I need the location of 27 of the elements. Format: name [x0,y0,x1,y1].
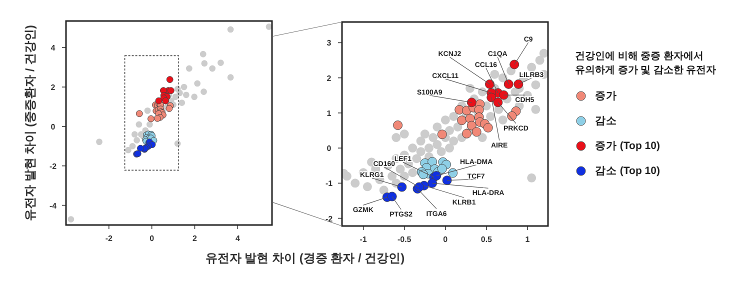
x-axis-title: 유전자 발현 차이 (경증 환자 / 건강인) [205,251,405,265]
legend-label: 감소 (Top 10) [595,164,660,178]
x-tick-label: 1 [525,235,530,244]
x-tick-label: 4 [235,234,240,243]
legend-label: 증가 [595,89,617,103]
y-tick-label: 3 [326,38,332,48]
x-tick-label: 0.5 [480,235,493,244]
x-tick-label: 0 [443,235,448,244]
legend-title: 건강인에 비해 중증 환자에서 유의하게 증가 및 감소한 유전자 [575,50,718,78]
x-tick-label: 0 [150,234,155,243]
y-tick-label: 1 [326,108,332,118]
y-tick-label: -1 [325,179,334,188]
y-tick-label: -2 [325,214,334,224]
y-tick-label: -4 [49,201,58,210]
y-tick-label: -2 [49,162,58,171]
x-tick-label: -1 [360,235,368,244]
y-tick-label: 2 [50,83,56,92]
legend-label: 감소 [595,114,617,128]
y-tick-label: 0 [326,144,332,154]
x-tick-label: -2 [105,234,114,243]
x-tick-label: -0.5 [397,235,412,244]
y-tick-label: 4 [50,44,56,53]
y-tick-label: 0 [50,122,56,132]
y-axis-title: 유전자 발현 차이 (중증환자 / 건강인) [23,25,37,221]
legend-label: 증가 (Top 10) [595,139,660,153]
x-tick-label: 2 [192,234,198,243]
y-tick-label: 2 [326,74,332,83]
